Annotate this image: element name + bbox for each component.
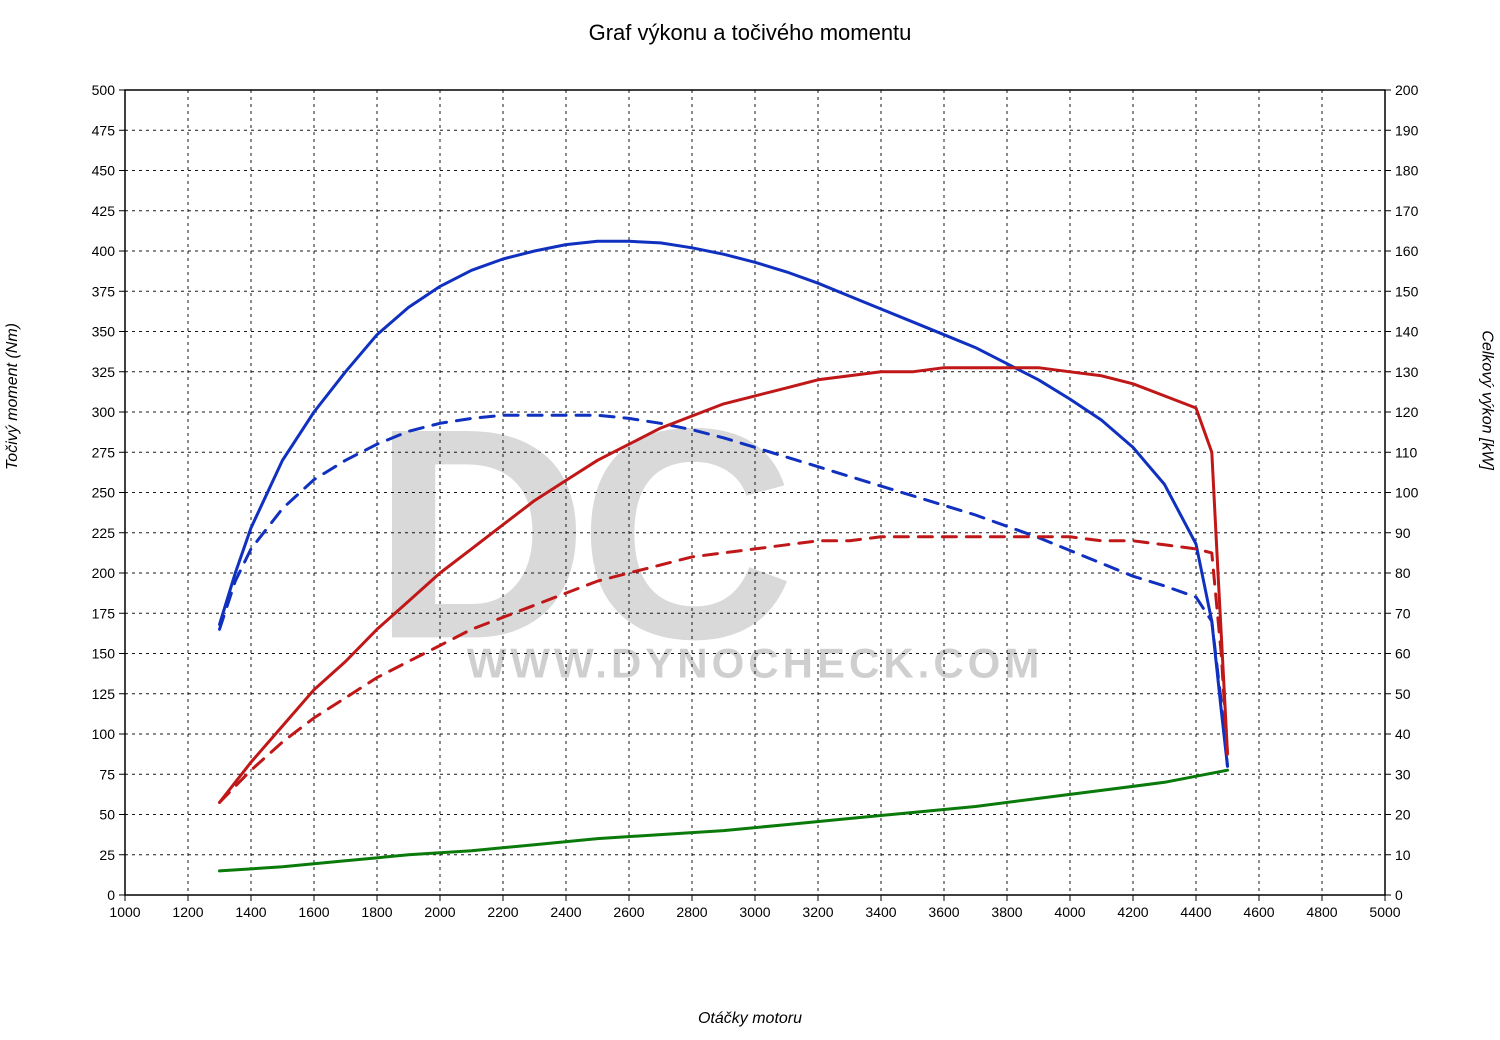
- svg-text:100: 100: [92, 726, 116, 742]
- svg-text:140: 140: [1395, 324, 1419, 340]
- svg-text:375: 375: [92, 283, 116, 299]
- svg-text:2600: 2600: [613, 904, 644, 920]
- svg-text:170: 170: [1395, 203, 1419, 219]
- svg-text:0: 0: [107, 887, 115, 903]
- svg-text:2400: 2400: [550, 904, 581, 920]
- svg-text:1200: 1200: [172, 904, 203, 920]
- svg-text:1000: 1000: [109, 904, 140, 920]
- svg-text:275: 275: [92, 444, 116, 460]
- svg-text:4800: 4800: [1306, 904, 1337, 920]
- svg-text:100: 100: [1395, 485, 1419, 501]
- svg-text:25: 25: [99, 847, 115, 863]
- svg-text:110: 110: [1395, 444, 1418, 460]
- svg-text:180: 180: [1395, 163, 1419, 179]
- svg-text:3000: 3000: [739, 904, 770, 920]
- svg-text:200: 200: [1395, 82, 1419, 98]
- svg-text:150: 150: [1395, 283, 1419, 299]
- svg-text:3200: 3200: [802, 904, 833, 920]
- svg-text:475: 475: [92, 122, 116, 138]
- svg-text:70: 70: [1395, 605, 1411, 621]
- svg-text:1800: 1800: [361, 904, 392, 920]
- svg-text:500: 500: [92, 82, 116, 98]
- svg-text:3600: 3600: [928, 904, 959, 920]
- svg-text:4600: 4600: [1243, 904, 1274, 920]
- x-axis-label: Otáčky motoru: [0, 1010, 1500, 1028]
- svg-text:60: 60: [1395, 646, 1411, 662]
- svg-text:80: 80: [1395, 565, 1411, 581]
- svg-text:190: 190: [1395, 122, 1419, 138]
- svg-text:350: 350: [92, 324, 116, 340]
- svg-text:225: 225: [92, 525, 116, 541]
- svg-text:160: 160: [1395, 243, 1419, 259]
- svg-text:75: 75: [99, 766, 115, 782]
- svg-text:150: 150: [92, 646, 116, 662]
- svg-text:300: 300: [92, 404, 116, 420]
- svg-text:400: 400: [92, 243, 116, 259]
- svg-text:125: 125: [92, 686, 116, 702]
- y-axis-left-label: Točivý moment (Nm): [4, 323, 22, 470]
- svg-text:30: 30: [1395, 766, 1411, 782]
- svg-text:20: 20: [1395, 807, 1411, 823]
- svg-text:3800: 3800: [991, 904, 1022, 920]
- svg-text:3400: 3400: [865, 904, 896, 920]
- chart-svg: DCWWW.DYNOCHECK.COM100012001400160018002…: [70, 80, 1440, 950]
- svg-text:0: 0: [1395, 887, 1403, 903]
- plot-area: DCWWW.DYNOCHECK.COM100012001400160018002…: [70, 80, 1440, 950]
- svg-text:425: 425: [92, 203, 116, 219]
- y-axis-right-label: Celkový výkon [kW]: [1478, 330, 1496, 470]
- svg-text:450: 450: [92, 163, 116, 179]
- svg-text:250: 250: [92, 485, 116, 501]
- svg-text:4200: 4200: [1117, 904, 1148, 920]
- svg-text:120: 120: [1395, 404, 1419, 420]
- svg-text:325: 325: [92, 364, 116, 380]
- svg-text:2800: 2800: [676, 904, 707, 920]
- chart-container: Graf výkonu a točivého momentu Točivý mo…: [0, 0, 1500, 1040]
- svg-text:50: 50: [99, 807, 115, 823]
- svg-text:2200: 2200: [487, 904, 518, 920]
- svg-text:200: 200: [92, 565, 116, 581]
- svg-text:130: 130: [1395, 364, 1419, 380]
- svg-text:1400: 1400: [235, 904, 266, 920]
- svg-text:4400: 4400: [1180, 904, 1211, 920]
- chart-title: Graf výkonu a točivého momentu: [0, 20, 1500, 46]
- svg-text:5000: 5000: [1369, 904, 1400, 920]
- svg-text:40: 40: [1395, 726, 1411, 742]
- svg-text:10: 10: [1395, 847, 1411, 863]
- svg-text:2000: 2000: [424, 904, 455, 920]
- svg-text:175: 175: [92, 605, 116, 621]
- svg-text:1600: 1600: [298, 904, 329, 920]
- svg-text:50: 50: [1395, 686, 1411, 702]
- svg-text:4000: 4000: [1054, 904, 1085, 920]
- svg-text:90: 90: [1395, 525, 1411, 541]
